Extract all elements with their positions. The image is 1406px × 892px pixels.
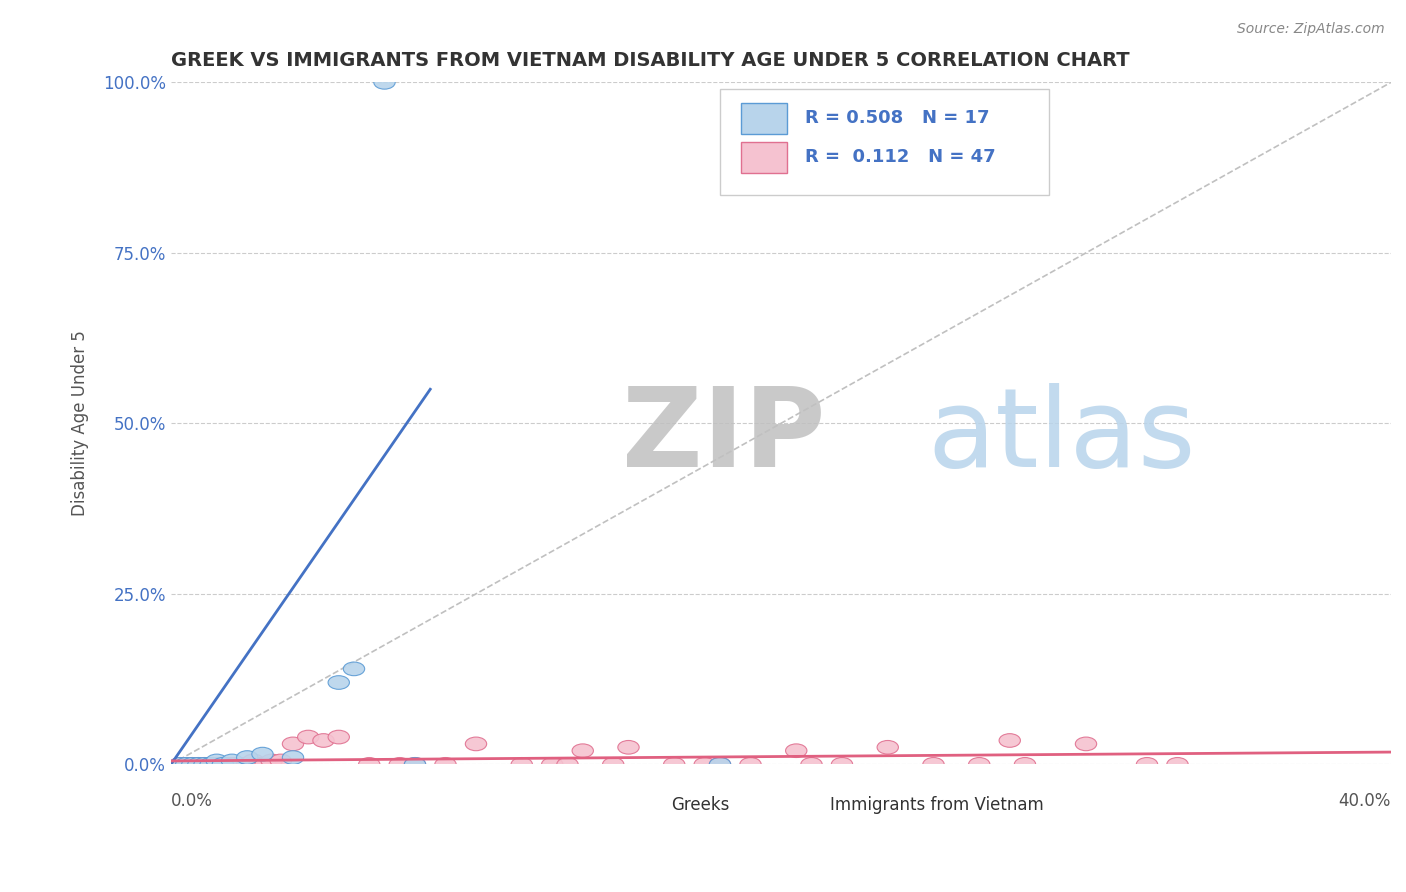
Ellipse shape [170, 757, 191, 772]
Ellipse shape [541, 757, 562, 772]
Ellipse shape [405, 757, 426, 772]
Ellipse shape [557, 757, 578, 772]
Ellipse shape [695, 757, 716, 772]
Ellipse shape [176, 757, 197, 772]
Ellipse shape [572, 744, 593, 757]
FancyBboxPatch shape [741, 142, 787, 173]
Ellipse shape [389, 757, 411, 772]
Ellipse shape [207, 754, 228, 768]
Ellipse shape [200, 757, 221, 772]
Ellipse shape [1000, 733, 1021, 747]
Text: 0.0%: 0.0% [172, 791, 212, 810]
Ellipse shape [405, 757, 426, 772]
Text: R = 0.508   N = 17: R = 0.508 N = 17 [806, 110, 990, 128]
Ellipse shape [212, 757, 233, 772]
Text: ZIP: ZIP [623, 384, 825, 491]
Text: R =  0.112   N = 47: R = 0.112 N = 47 [806, 148, 995, 167]
FancyBboxPatch shape [741, 103, 787, 134]
Ellipse shape [359, 757, 380, 772]
Ellipse shape [312, 733, 335, 747]
Ellipse shape [465, 737, 486, 751]
Ellipse shape [200, 757, 221, 772]
Ellipse shape [786, 744, 807, 757]
Text: Immigrants from Vietnam: Immigrants from Vietnam [830, 797, 1043, 814]
Ellipse shape [194, 757, 215, 772]
Ellipse shape [1136, 757, 1157, 772]
Ellipse shape [188, 757, 209, 772]
Ellipse shape [374, 76, 395, 89]
FancyBboxPatch shape [720, 89, 1049, 194]
Ellipse shape [218, 757, 239, 772]
Ellipse shape [328, 731, 350, 744]
Ellipse shape [1014, 757, 1036, 772]
Ellipse shape [207, 757, 228, 772]
Ellipse shape [181, 757, 202, 772]
Ellipse shape [617, 740, 640, 754]
Ellipse shape [262, 754, 283, 768]
Ellipse shape [434, 757, 456, 772]
Ellipse shape [969, 757, 990, 772]
Text: atlas: atlas [928, 384, 1197, 491]
Ellipse shape [236, 751, 257, 764]
Ellipse shape [328, 675, 350, 690]
Ellipse shape [298, 731, 319, 744]
Ellipse shape [194, 757, 215, 772]
Ellipse shape [252, 747, 273, 761]
Ellipse shape [922, 757, 945, 772]
Ellipse shape [188, 757, 209, 772]
Text: GREEK VS IMMIGRANTS FROM VIETNAM DISABILITY AGE UNDER 5 CORRELATION CHART: GREEK VS IMMIGRANTS FROM VIETNAM DISABIL… [172, 51, 1129, 70]
Ellipse shape [212, 757, 233, 772]
Ellipse shape [283, 751, 304, 764]
Text: Greeks: Greeks [671, 797, 730, 814]
Y-axis label: Disability Age Under 5: Disability Age Under 5 [72, 330, 89, 516]
Ellipse shape [225, 757, 246, 772]
Ellipse shape [254, 757, 276, 772]
Ellipse shape [664, 757, 685, 772]
Ellipse shape [1076, 737, 1097, 751]
Ellipse shape [221, 754, 243, 768]
Ellipse shape [243, 754, 264, 768]
Ellipse shape [510, 757, 533, 772]
Text: 40.0%: 40.0% [1339, 791, 1391, 810]
Ellipse shape [740, 757, 761, 772]
FancyBboxPatch shape [628, 793, 662, 819]
Ellipse shape [181, 757, 202, 772]
Ellipse shape [709, 757, 731, 772]
Ellipse shape [270, 754, 291, 768]
Ellipse shape [249, 757, 270, 772]
Text: Source: ZipAtlas.com: Source: ZipAtlas.com [1237, 22, 1385, 37]
FancyBboxPatch shape [787, 793, 821, 819]
Ellipse shape [231, 757, 252, 772]
Ellipse shape [236, 757, 257, 772]
Ellipse shape [831, 757, 852, 772]
Ellipse shape [283, 737, 304, 751]
Ellipse shape [709, 757, 731, 772]
Ellipse shape [801, 757, 823, 772]
Ellipse shape [343, 662, 364, 675]
Ellipse shape [170, 757, 191, 772]
Ellipse shape [176, 757, 197, 772]
Ellipse shape [1167, 757, 1188, 772]
Ellipse shape [877, 740, 898, 754]
Ellipse shape [603, 757, 624, 772]
